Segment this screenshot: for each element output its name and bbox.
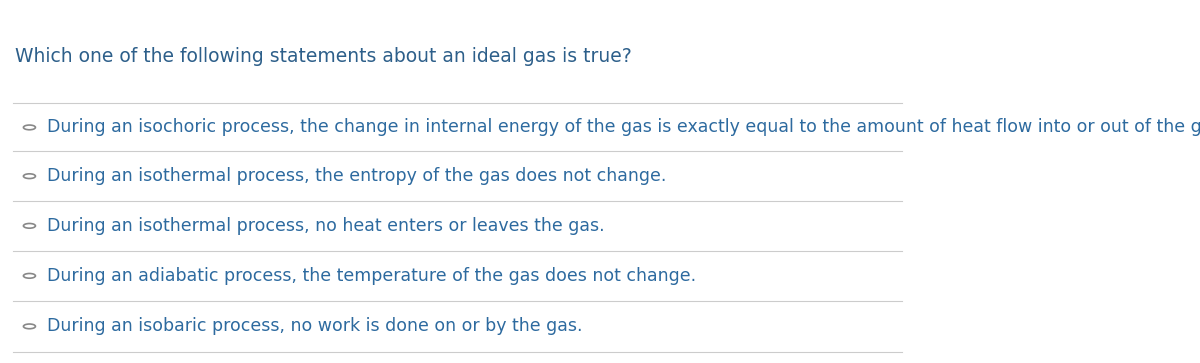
Text: During an isothermal process, no heat enters or leaves the gas.: During an isothermal process, no heat en… bbox=[48, 217, 605, 235]
Text: During an isochoric process, the change in internal energy of the gas is exactly: During an isochoric process, the change … bbox=[48, 118, 1200, 136]
Text: During an isothermal process, the entropy of the gas does not change.: During an isothermal process, the entrop… bbox=[48, 167, 667, 185]
Text: During an adiabatic process, the temperature of the gas does not change.: During an adiabatic process, the tempera… bbox=[48, 267, 697, 285]
Text: Which one of the following statements about an ideal gas is true?: Which one of the following statements ab… bbox=[14, 47, 631, 66]
Text: During an isobaric process, no work is done on or by the gas.: During an isobaric process, no work is d… bbox=[48, 317, 583, 335]
